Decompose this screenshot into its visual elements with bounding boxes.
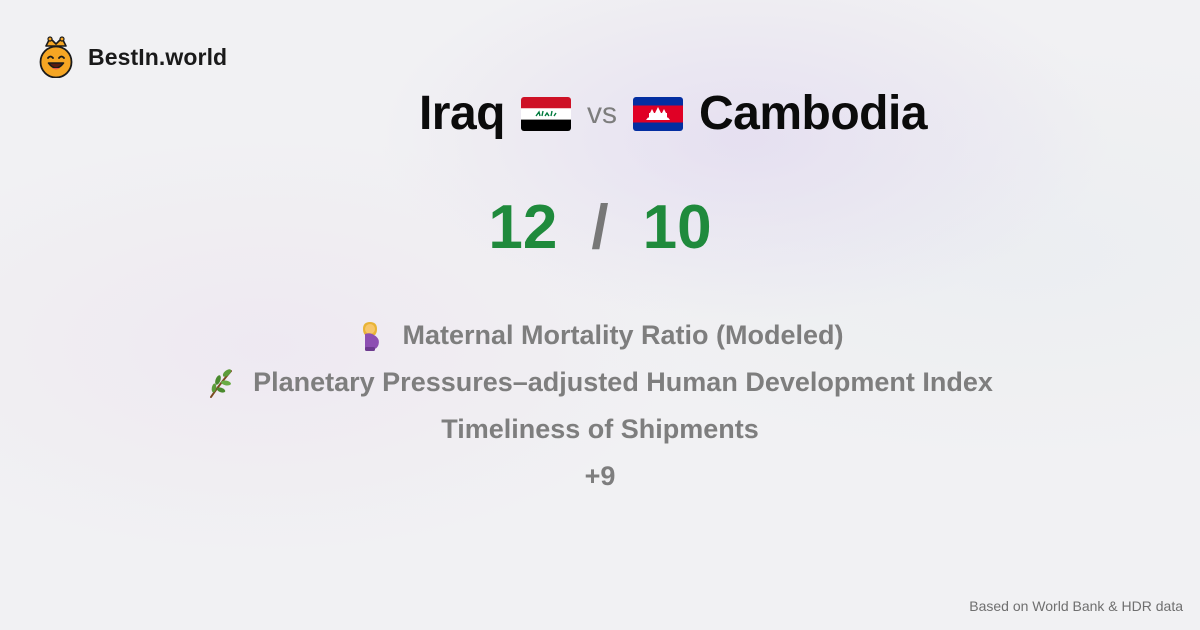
iraq-flag-icon bbox=[521, 96, 571, 131]
metric-label: Planetary Pressures–adjusted Human Devel… bbox=[253, 367, 993, 397]
score-separator: / bbox=[591, 193, 609, 262]
metric-label: Maternal Mortality Ratio (Modeled) bbox=[402, 320, 844, 350]
brand-name: BestIn.world bbox=[88, 43, 228, 70]
brand[interactable]: BestIn.world bbox=[38, 36, 227, 78]
left-country-name: Iraq bbox=[418, 87, 506, 140]
data-source-note: Based on World Bank & HDR data bbox=[969, 598, 1183, 614]
metric-label: Timeliness of Shipments bbox=[441, 414, 759, 444]
metric-list: Maternal Mortality Ratio (Modeled) Plane… bbox=[0, 312, 1200, 500]
crown-smiley-icon bbox=[39, 36, 73, 78]
herb-branch-icon bbox=[210, 368, 233, 398]
pregnant-woman-icon bbox=[363, 321, 380, 351]
metric-item[interactable]: Maternal Mortality Ratio (Modeled) bbox=[356, 312, 844, 359]
vs-label: vs bbox=[587, 96, 617, 130]
right-country-name: Cambodia bbox=[699, 87, 928, 140]
more-metrics-count[interactable]: +9 bbox=[584, 461, 616, 491]
cambodia-flag-icon bbox=[633, 96, 683, 131]
score-row: 12 / 10 bbox=[0, 192, 1200, 263]
right-score: 10 bbox=[642, 193, 712, 262]
left-score: 12 bbox=[488, 193, 558, 262]
metric-item[interactable]: Planetary Pressures–adjusted Human Devel… bbox=[207, 359, 993, 406]
comparison-title: Iraq vs Cambodia bbox=[0, 86, 1200, 141]
metric-item[interactable]: Timeliness of Shipments bbox=[441, 406, 759, 453]
